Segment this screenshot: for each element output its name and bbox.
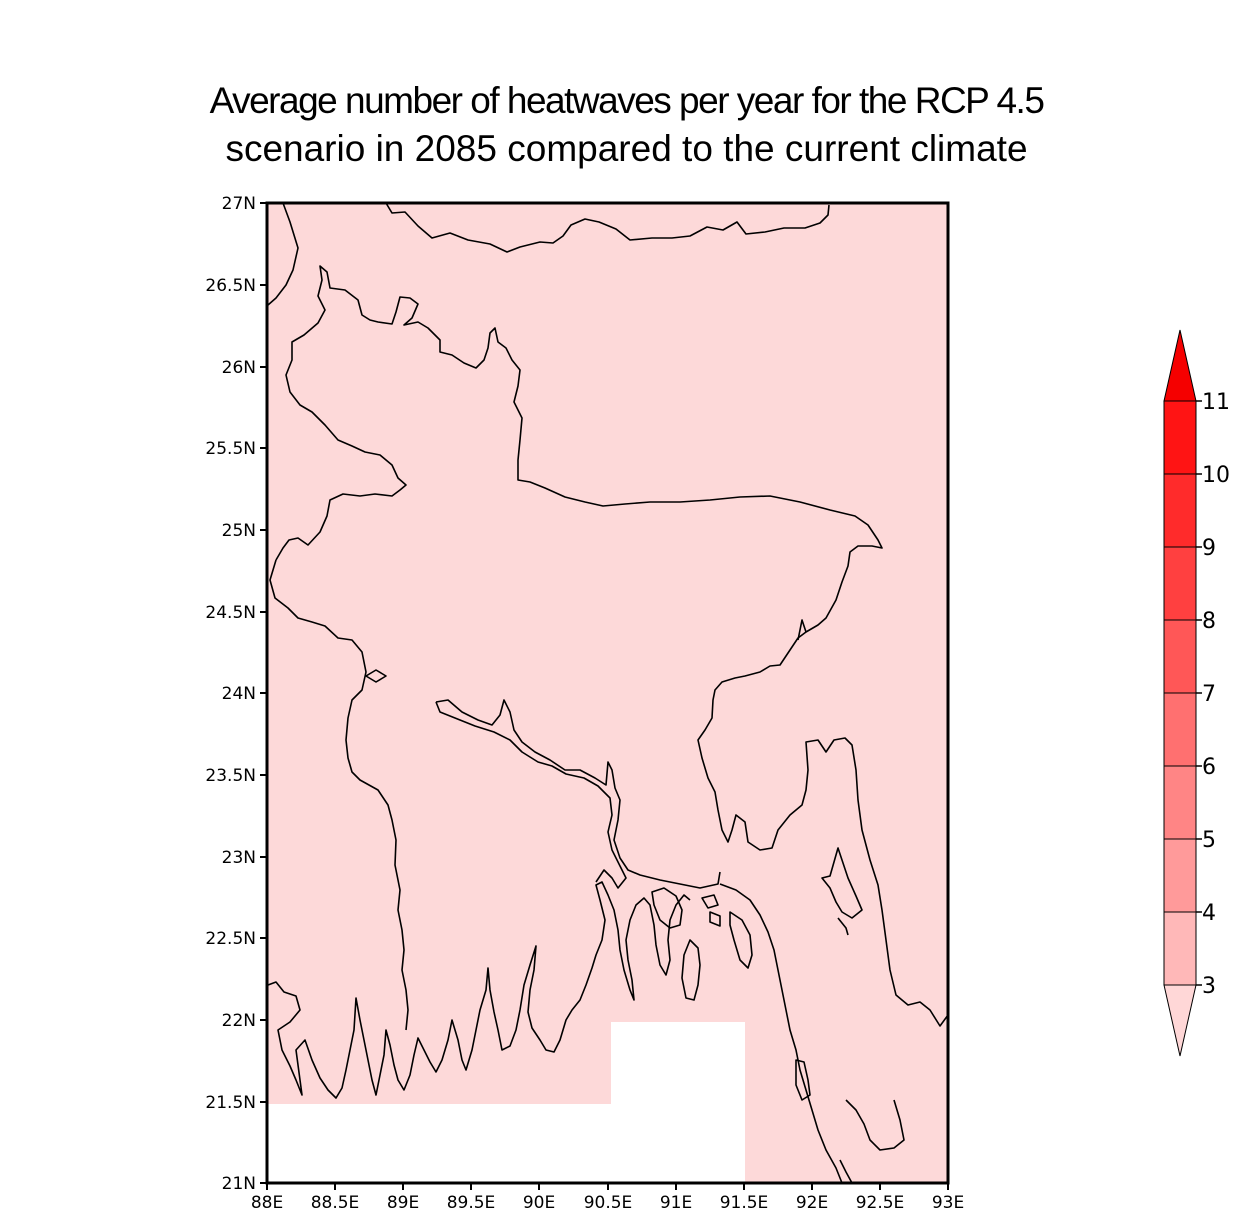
- colorbar-label: 3: [1202, 974, 1216, 999]
- y-tick-label: 25N: [222, 521, 256, 541]
- colorbar-segment: [1163, 546, 1197, 621]
- colorbar-label: 8: [1202, 609, 1216, 634]
- colorbar-segment: [1163, 692, 1197, 767]
- colorbar: 3 4 5 6 7 8 9 10 11: [1163, 329, 1230, 1057]
- colorbar-segment: [1163, 400, 1197, 475]
- colorbar-label: 10: [1202, 463, 1230, 488]
- x-tick-label: 90E: [523, 1193, 555, 1213]
- colorbar-segment: [1163, 765, 1197, 840]
- x-tick-label: 90.5E: [584, 1193, 633, 1213]
- chart-title-line-1: Average number of heatwaves per year for…: [209, 80, 1045, 121]
- y-axis: [260, 202, 267, 1184]
- y-tick-label: 24.5N: [205, 603, 256, 623]
- y-tick-label: 26.5N: [205, 276, 256, 296]
- y-tick-label: 21.5N: [205, 1093, 256, 1113]
- colorbar-label: 6: [1202, 755, 1216, 780]
- coastlines-borders: [267, 202, 949, 1184]
- x-tick-label: 89E: [387, 1193, 419, 1213]
- colorbar-label: 7: [1202, 682, 1216, 707]
- colorbar-label: 4: [1202, 901, 1216, 926]
- x-tick-label: 88.5E: [311, 1193, 360, 1213]
- colorbar-label: 9: [1202, 536, 1216, 561]
- colorbar-segment: [1163, 619, 1197, 694]
- colorbar-segment: [1163, 473, 1197, 548]
- colorbar-top-arrow: [1163, 329, 1197, 402]
- chart-title-line-2: scenario in 2085 compared to the current…: [225, 128, 1028, 169]
- x-tick-label: 92.5E: [856, 1193, 905, 1213]
- x-axis: [266, 1183, 949, 1190]
- colorbar-segment: [1163, 911, 1197, 986]
- x-tick-label: 91E: [660, 1193, 692, 1213]
- colorbar-label: 5: [1202, 828, 1216, 853]
- y-tick-label: 22N: [222, 1011, 256, 1031]
- map-panel: 21N 21.5N 22N 22.5N 23N 23.5N 24N 24.5N …: [205, 194, 964, 1213]
- x-tick-label: 92E: [796, 1193, 828, 1213]
- x-tick-label: 91.5E: [720, 1193, 769, 1213]
- y-tick-label: 27N: [222, 194, 256, 214]
- x-tick-label: 93E: [932, 1193, 964, 1213]
- y-tick-label: 24N: [222, 684, 256, 704]
- y-tick-label: 25.5N: [205, 439, 256, 459]
- x-tick-label: 89.5E: [447, 1193, 496, 1213]
- y-tick-label: 21N: [222, 1174, 256, 1194]
- colorbar-label: 11: [1202, 390, 1230, 415]
- colorbar-segment: [1163, 838, 1197, 913]
- y-tick-label: 23.5N: [205, 766, 256, 786]
- missing-data-region: [267, 1022, 745, 1183]
- map-fill: [267, 203, 948, 1183]
- x-tick-label: 88E: [251, 1193, 283, 1213]
- y-tick-label: 22.5N: [205, 929, 256, 949]
- colorbar-bottom-arrow: [1163, 984, 1197, 1057]
- y-tick-label: 23N: [222, 848, 256, 868]
- y-tick-label: 26N: [222, 358, 256, 378]
